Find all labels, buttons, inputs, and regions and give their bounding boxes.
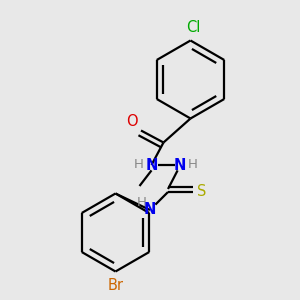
Text: Cl: Cl (186, 20, 201, 35)
Text: H: H (134, 158, 144, 172)
Text: N: N (144, 202, 156, 217)
Text: N: N (145, 158, 158, 172)
Text: H: H (136, 196, 146, 208)
Text: O: O (126, 114, 137, 129)
Text: S: S (197, 184, 206, 200)
Text: H: H (188, 158, 197, 172)
Text: N: N (174, 158, 186, 172)
Text: Br: Br (107, 278, 124, 292)
